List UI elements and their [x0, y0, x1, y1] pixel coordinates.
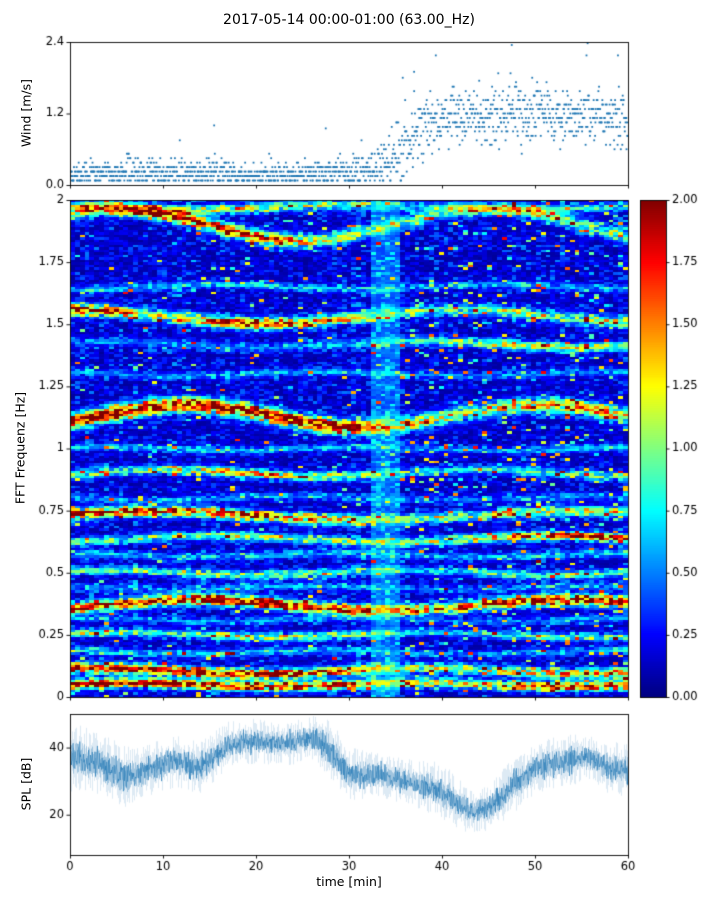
spl-subplot	[70, 714, 628, 855]
spl-ylabel: SPL [dB]	[18, 757, 34, 811]
colorbar	[640, 200, 666, 697]
figure-title: 2017-05-14 00:00-01:00 (63.00_Hz)	[223, 12, 475, 28]
wind-ylabel: Wind [m/s]	[18, 78, 34, 148]
spectrogram-subplot	[70, 200, 628, 697]
wind-scatter-subplot	[70, 42, 628, 185]
time-xlabel: time [min]	[316, 874, 382, 889]
fft-ylabel: FFT Frequenz [Hz]	[12, 391, 28, 505]
